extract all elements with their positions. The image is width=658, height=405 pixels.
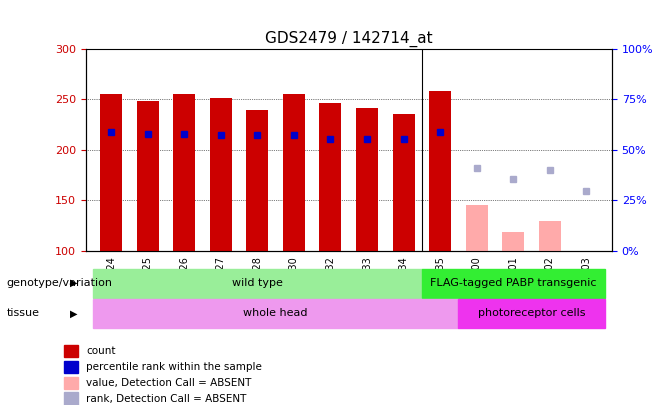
Text: count: count: [86, 346, 116, 356]
Text: whole head: whole head: [243, 309, 308, 318]
Bar: [502, 232, 524, 251]
Bar: [64, 392, 78, 405]
Bar: [422, 269, 605, 298]
Bar: [93, 299, 459, 328]
Bar: [64, 377, 78, 389]
Bar: [429, 91, 451, 251]
Text: FLAG-tagged PABP transgenic: FLAG-tagged PABP transgenic: [430, 278, 597, 288]
Bar: [356, 108, 378, 251]
Text: wild type: wild type: [232, 278, 283, 288]
Text: genotype/variation: genotype/variation: [7, 278, 113, 288]
Bar: [393, 114, 415, 251]
Bar: [210, 98, 232, 251]
Text: photoreceptor cells: photoreceptor cells: [478, 309, 585, 318]
Text: tissue: tissue: [7, 309, 39, 318]
Text: percentile rank within the sample: percentile rank within the sample: [86, 362, 262, 372]
Bar: [137, 101, 159, 251]
Text: value, Detection Call = ABSENT: value, Detection Call = ABSENT: [86, 378, 251, 388]
Text: ▶: ▶: [70, 309, 78, 318]
Bar: [459, 299, 605, 328]
Bar: [466, 205, 488, 251]
Bar: [64, 361, 78, 373]
Bar: [283, 94, 305, 251]
Bar: [320, 103, 342, 251]
Bar: [246, 110, 268, 251]
Bar: [100, 94, 122, 251]
Bar: [64, 345, 78, 357]
Bar: [93, 269, 422, 298]
Bar: [539, 221, 561, 251]
Title: GDS2479 / 142714_at: GDS2479 / 142714_at: [265, 31, 432, 47]
Text: ▶: ▶: [70, 278, 78, 288]
Text: rank, Detection Call = ABSENT: rank, Detection Call = ABSENT: [86, 394, 247, 404]
Bar: [173, 94, 195, 251]
